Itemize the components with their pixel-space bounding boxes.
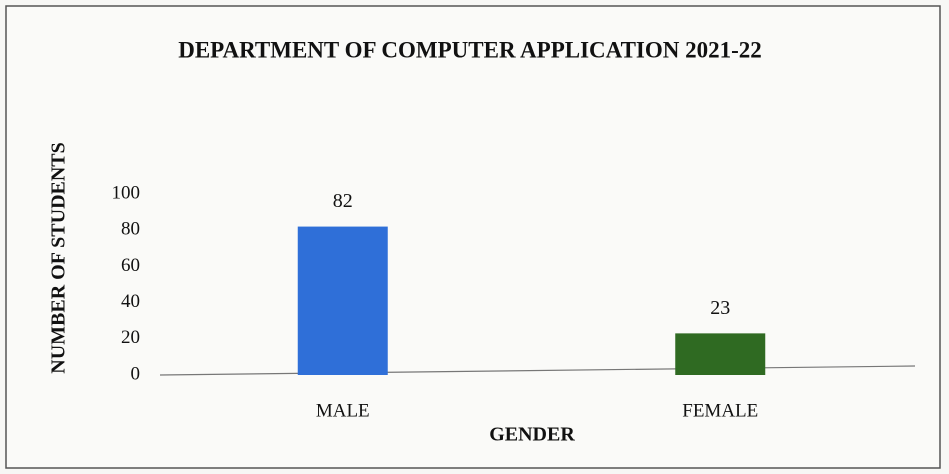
y-tick-label: 100 — [112, 182, 141, 203]
chart-title: DEPARTMENT OF COMPUTER APPLICATION 2021-… — [178, 37, 762, 62]
chart-frame — [5, 5, 941, 469]
data-label: 82 — [333, 190, 353, 212]
x-axis-line — [159, 365, 916, 376]
bar — [675, 333, 766, 375]
bar — [297, 226, 388, 375]
x-tick-label: MALE — [316, 400, 370, 421]
y-axis-title: NUMBER OF STUDENTS — [48, 142, 70, 374]
data-label: 23 — [710, 297, 730, 319]
x-tick-label: FEMALE — [682, 400, 758, 421]
y-tick-label: 40 — [121, 291, 140, 312]
y-tick-label: 20 — [121, 327, 140, 348]
x-axis-title: GENDER — [489, 424, 575, 446]
y-tick-label: 60 — [121, 255, 140, 276]
y-tick-label: 80 — [121, 219, 140, 240]
y-tick-label: 0 — [131, 363, 141, 384]
